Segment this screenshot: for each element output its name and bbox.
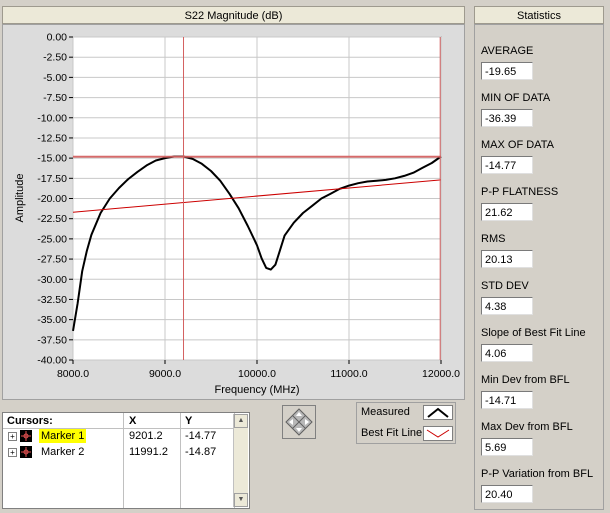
stat-label-average: AVERAGE — [481, 45, 534, 57]
legend-label-measured: Measured — [361, 406, 410, 418]
best-fit-series-line — [72, 179, 442, 213]
y-tick-label: -12.50 — [37, 132, 67, 144]
cursor-header-y: Y — [185, 415, 193, 427]
column-divider[interactable] — [123, 413, 124, 508]
plot-series — [72, 155, 442, 332]
stat-value-max[interactable]: -14.77 — [481, 156, 533, 174]
x-tick-label: 8000.0 — [57, 368, 89, 380]
stat-value-min-dev[interactable]: -14.71 — [481, 391, 533, 409]
stat-label-rms: RMS — [481, 233, 506, 245]
cursor-x-value: 9201.2 — [129, 430, 163, 442]
measured-series-line — [72, 155, 442, 332]
y-axis-ticks: 0.00 -2.50 -5.00 -7.50 -10.00 -12.50 -15.00 -17… — [37, 32, 73, 367]
column-divider[interactable] — [180, 413, 181, 508]
stat-label-flatness: P-P FLATNESS — [481, 186, 559, 198]
stat-value-pp-variation[interactable]: 20.40 — [481, 485, 533, 503]
y-tick-label: -20.00 — [37, 193, 67, 205]
y-tick-label: -7.50 — [43, 92, 67, 104]
cursor-y-value: -14.77 — [185, 430, 217, 442]
y-tick-label: -30.00 — [37, 274, 67, 286]
x-tick-label: 12000.0 — [422, 368, 460, 380]
cursor-name[interactable]: Marker 2 — [41, 446, 85, 458]
graph-nav-pad[interactable] — [282, 405, 316, 439]
y-tick-label: -32.50 — [37, 294, 67, 306]
stat-value-max-dev[interactable]: 5.69 — [481, 438, 533, 456]
cursor-marker-icon — [20, 430, 32, 442]
x-tick-label: 11000.0 — [330, 368, 367, 380]
stat-value-std-dev[interactable]: 4.38 — [481, 297, 533, 315]
line-sample-icon — [426, 429, 450, 438]
stat-value-slope[interactable]: 4.06 — [481, 344, 533, 362]
stat-value-flatness[interactable]: 21.62 — [481, 203, 533, 221]
stat-value-min[interactable]: -36.39 — [481, 109, 533, 127]
legend-swatch-measured[interactable] — [423, 405, 453, 420]
vertical-scrollbar[interactable]: ▲ ▼ — [233, 414, 248, 507]
y-tick-label: -2.50 — [43, 52, 67, 64]
y-tick-label: -25.00 — [37, 233, 67, 245]
cursor-x-value: 11991.2 — [129, 446, 168, 458]
cursor-table[interactable]: Cursors: X Y + Marker 1 9201.2 -14.77 + … — [2, 412, 250, 509]
y-tick-label: -10.00 — [37, 112, 67, 124]
cursor-header-name: Cursors: — [7, 415, 53, 427]
y-tick-label: -40.00 — [37, 355, 67, 367]
y-tick-label: 0.00 — [47, 32, 68, 44]
plot-legend[interactable]: Measured Best Fit Line — [356, 402, 456, 444]
graph-title: S22 Magnitude (dB) — [2, 6, 465, 24]
statistics-panel: AVERAGE -19.65 MIN OF DATA -36.39 MAX OF… — [474, 24, 604, 510]
cursor-header-x: X — [129, 415, 137, 427]
y-axis-title: Amplitude — [14, 174, 26, 223]
x-axis-ticks: 8000.0 9000.0 10000.0 11000.0 12000.0 — [57, 360, 460, 380]
y-tick-label: -5.00 — [43, 72, 67, 84]
pan-arrows-icon[interactable] — [283, 406, 315, 438]
stat-label-max-dev: Max Dev from BFL — [481, 421, 573, 433]
x-tick-label: 10000.0 — [238, 368, 276, 380]
stat-value-rms[interactable]: 20.13 — [481, 250, 533, 268]
legend-label-best-fit: Best Fit Line — [361, 427, 423, 439]
stat-label-min: MIN OF DATA — [481, 92, 551, 104]
header-divider — [3, 428, 235, 429]
plot-grid — [72, 36, 442, 361]
y-tick-label: -17.50 — [37, 173, 67, 185]
waveform-graph[interactable]: 0.00 -2.50 -5.00 -7.50 -10.00 -12.50 -15.00 -17… — [2, 24, 465, 400]
expand-icon[interactable]: + — [8, 448, 17, 457]
legend-swatch-best-fit[interactable] — [423, 426, 453, 441]
statistics-title: Statistics — [474, 6, 604, 24]
x-tick-label: 9000.0 — [149, 368, 181, 380]
line-sample-icon — [427, 407, 449, 418]
stat-label-std-dev: STD DEV — [481, 280, 529, 292]
plot-cursors — [73, 37, 441, 360]
stat-label-pp-variation: P-P Variation from BFL — [481, 468, 594, 480]
y-tick-label: -37.50 — [37, 334, 67, 346]
table-row[interactable]: + Marker 2 11991.2 -14.87 — [3, 445, 234, 459]
table-row[interactable]: + Marker 1 9201.2 -14.77 — [3, 429, 234, 443]
expand-icon[interactable]: + — [8, 432, 17, 441]
y-tick-label: -35.00 — [37, 314, 67, 326]
cursor-name[interactable]: Marker 1 — [39, 429, 87, 443]
scroll-down-button[interactable]: ▼ — [234, 493, 248, 507]
stat-label-max: MAX OF DATA — [481, 139, 554, 151]
y-tick-label: -27.50 — [37, 254, 67, 266]
stat-label-slope: Slope of Best Fit Line — [481, 327, 586, 339]
cursor-y-value: -14.87 — [185, 446, 217, 458]
scroll-up-button[interactable]: ▲ — [234, 414, 248, 428]
y-tick-label: -15.00 — [37, 153, 67, 165]
graph-plot[interactable]: 0.00 -2.50 -5.00 -7.50 -10.00 -12.50 -15.00 -17… — [3, 25, 464, 399]
stat-value-average[interactable]: -19.65 — [481, 62, 533, 80]
stat-label-min-dev: Min Dev from BFL — [481, 374, 570, 386]
x-axis-title: Frequency (MHz) — [215, 384, 300, 396]
y-tick-label: -22.50 — [37, 213, 67, 225]
cursor-marker-icon — [20, 446, 32, 458]
